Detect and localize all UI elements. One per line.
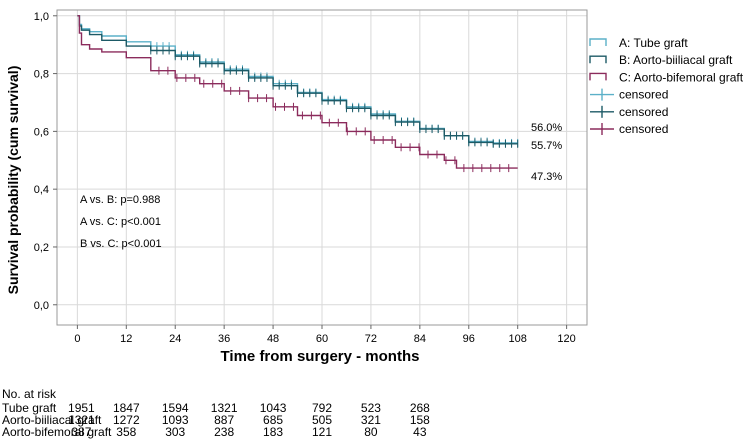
risk-cell: 505 (312, 413, 332, 427)
risk-cell: 1093 (162, 413, 189, 427)
risk-cell: 523 (361, 401, 381, 415)
risk-row-label: Aorto-biiliacal graft (2, 413, 102, 427)
risk-row-label: Tube graft (2, 401, 57, 415)
survival-curve-a (77, 15, 518, 144)
survival-series (77, 15, 519, 173)
y-tick-label: 1,0 (34, 11, 49, 23)
p-value-1: A vs. C: p<0.001 (80, 216, 161, 228)
risk-cell: 238 (214, 425, 234, 439)
legend-item: censored (590, 88, 668, 102)
risk-cell: 303 (165, 425, 185, 439)
grid-lines (57, 10, 587, 325)
risk-cell: 121 (312, 425, 332, 439)
x-tick-label: 48 (267, 333, 279, 345)
p-value-0: A vs. B: p=0.988 (80, 194, 160, 206)
risk-table-header: No. at risk (2, 387, 57, 401)
risk-cell: 1951 (68, 401, 95, 415)
legend-item: A: Tube graft (589, 36, 688, 50)
legend-label: B: Aorto-biiliacal graft (619, 53, 733, 67)
legend-swatch (589, 55, 607, 64)
legend-swatch (589, 38, 607, 46)
risk-cell: 685 (263, 413, 283, 427)
end-label-c: 47.3% (531, 171, 562, 183)
risk-cell: 43 (413, 425, 427, 439)
risk-row-label: Aorto-bifemoral graft (2, 425, 112, 439)
p-value-annotations: A vs. B: p=0.988 A vs. C: p<0.001 B vs. C:… (80, 194, 162, 250)
y-tick-label: 0,6 (34, 126, 49, 138)
end-label-a: 56.0% (531, 122, 562, 134)
p-value-2: B vs. C: p<0.001 (80, 238, 162, 250)
x-tick-label: 72 (365, 333, 377, 345)
survival-curve-b (77, 15, 518, 145)
x-tick-label: 120 (557, 333, 575, 345)
y-tick-label: 0,8 (34, 69, 49, 81)
risk-cell: 387 (71, 425, 91, 439)
legend-label: A: Tube graft (619, 36, 688, 50)
risk-cell: 1847 (113, 401, 140, 415)
risk-cell: 1321 (211, 401, 238, 415)
x-axis-label: Time from surgery - months (221, 348, 420, 365)
legend-item: B: Aorto-biiliacal graft (589, 53, 733, 67)
x-tick-label: 36 (218, 333, 230, 345)
risk-cell: 158 (410, 413, 430, 427)
end-label-b: 55.7% (531, 140, 562, 152)
y-axis-label: Survival probability (cum survival) (5, 66, 21, 295)
risk-cell: 1321 (68, 413, 95, 427)
legend: A: Tube graft B: Aorto-biiliacal graft C: … (589, 36, 744, 136)
risk-cell: 792 (312, 401, 332, 415)
legend-swatch (589, 72, 607, 81)
legend-label: censored (619, 88, 668, 102)
x-tick-label: 96 (463, 333, 475, 345)
x-tick-label: 0 (74, 333, 80, 345)
x-tick-label: 12 (120, 333, 132, 345)
risk-cell: 1043 (260, 401, 287, 415)
legend-label: censored (619, 105, 668, 119)
risk-cell: 1594 (162, 401, 189, 415)
y-tick-label: 0,0 (34, 300, 49, 312)
risk-cell: 358 (116, 425, 136, 439)
legend-item: censored (590, 122, 668, 136)
censor-marks-b (150, 46, 519, 148)
legend-item: C: Aorto-bifemoral graft (589, 70, 744, 84)
risk-cell: 268 (410, 401, 430, 415)
y-tick-label: 0,4 (34, 184, 49, 196)
legend-label: C: Aorto-bifemoral graft (619, 70, 744, 84)
risk-cell: 1272 (113, 413, 140, 427)
x-tick-label: 84 (414, 333, 426, 345)
axis-ticks: 0 12 24 36 48 60 72 84 96 108 120 0,0 0,2 0,4 0,6 0,8 1,… (34, 11, 576, 345)
x-tick-label: 24 (169, 333, 181, 345)
y-tick-label: 0,2 (34, 242, 49, 254)
legend-label: censored (619, 122, 668, 136)
x-tick-label: 60 (316, 333, 328, 345)
risk-cell: 80 (364, 425, 378, 439)
risk-cell: 321 (361, 413, 381, 427)
x-tick-label: 108 (509, 333, 527, 345)
risk-cell: 183 (263, 425, 283, 439)
censor-marks-c (158, 66, 510, 173)
legend-item: censored (590, 105, 668, 119)
risk-cell: 887 (214, 413, 234, 427)
end-labels: 56.0% 55.7% 47.3% (531, 122, 562, 183)
